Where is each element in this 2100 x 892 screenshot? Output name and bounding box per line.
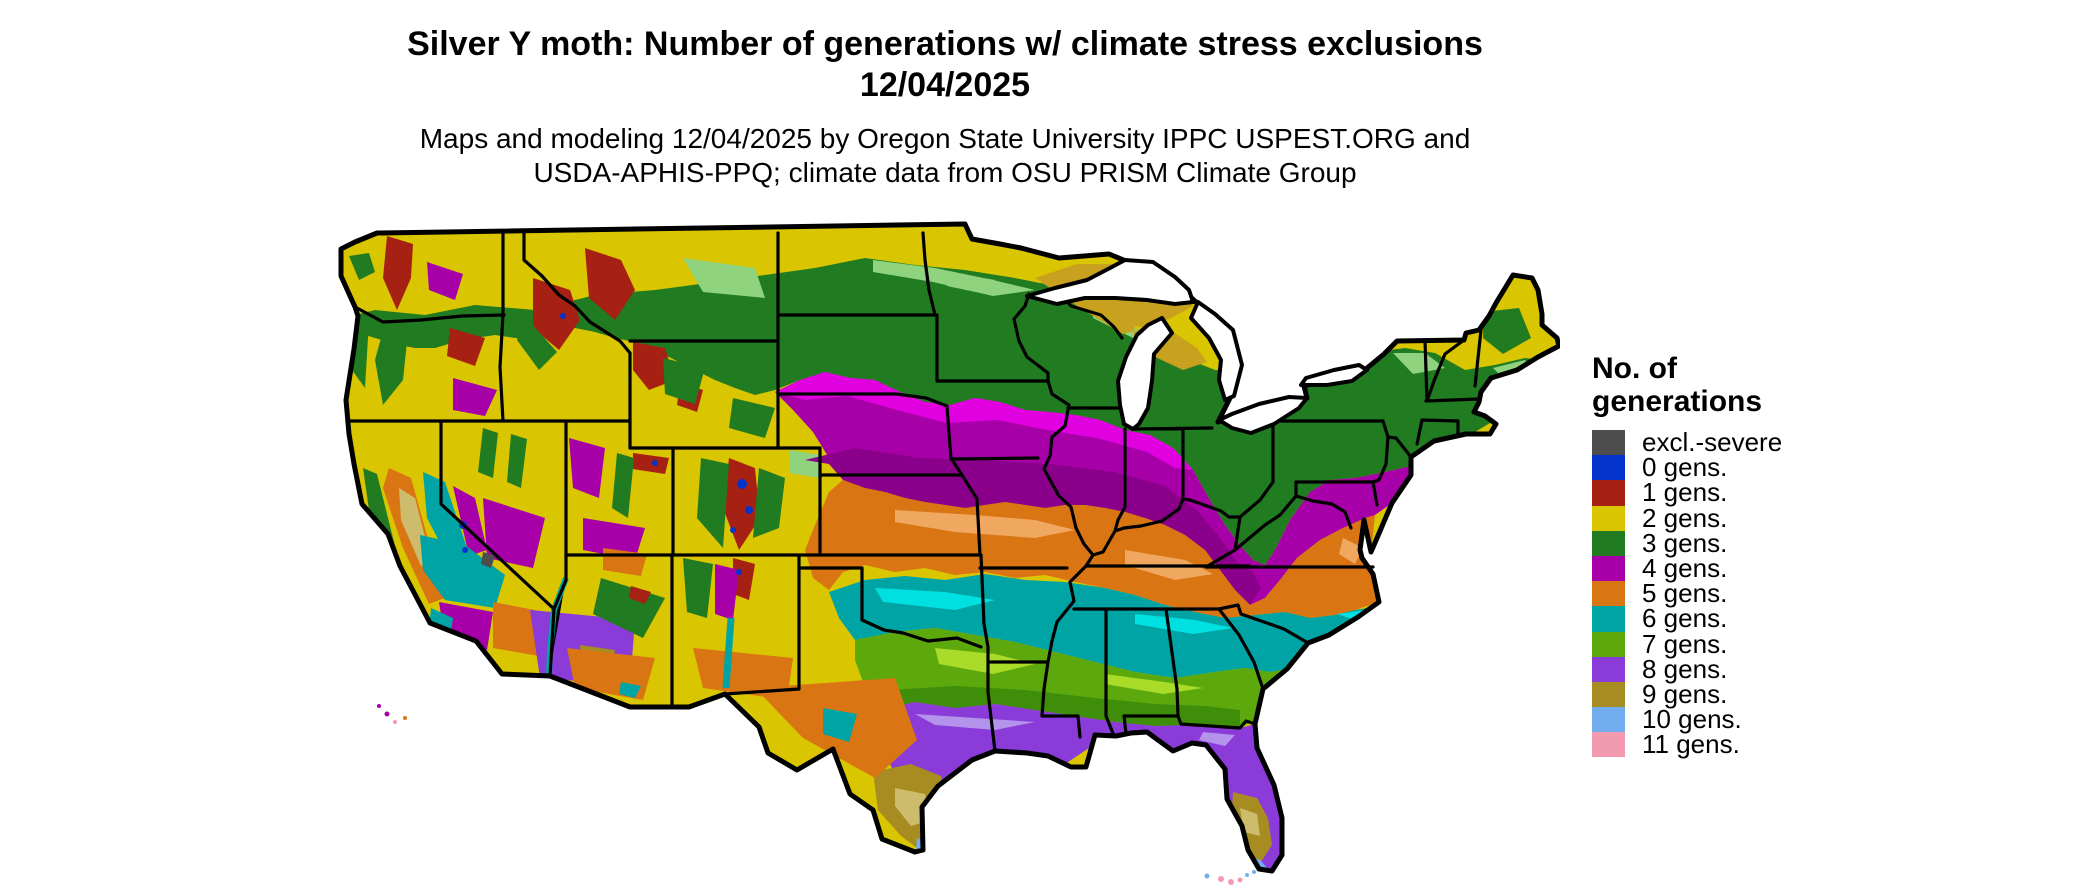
legend-item-label: 9 gens. — [1642, 678, 1728, 709]
legend-item-label: 11 gens. — [1642, 729, 1740, 760]
legend-item: 8 gens. — [1592, 653, 2072, 684]
west-olympics-green — [349, 253, 375, 280]
west-blues-red — [447, 328, 485, 366]
legend-item-label: 7 gens. — [1642, 628, 1728, 659]
legend-item-label: 2 gens. — [1642, 502, 1728, 533]
west-idaho-green — [517, 312, 557, 370]
region-9-gens-light — [895, 788, 1260, 836]
legend-item-label: excl.-severe — [1642, 427, 1783, 458]
legend-swatch-g7 — [1592, 631, 1625, 657]
west-az-rim-red — [629, 586, 651, 604]
region-4-gens-dark — [805, 448, 1261, 605]
lake-michigan — [1116, 316, 1174, 431]
west-co-rockies-red — [723, 458, 760, 550]
subtitle-line1: Maps and modeling 12/04/2025 by Oregon S… — [419, 123, 1471, 154]
west-idaho-red — [533, 278, 580, 350]
west-nm-magenta — [715, 564, 739, 620]
state-borders — [347, 231, 1483, 753]
legend-item: 9 gens. — [1592, 678, 2072, 709]
legend-item: 5 gens. — [1592, 578, 2072, 609]
west-sangre-red — [733, 558, 755, 600]
lake-erie — [1217, 395, 1309, 435]
west-nv-green-stripes — [478, 428, 527, 488]
legend-item: 6 gens. — [1592, 603, 2072, 634]
legend-swatch-g9 — [1592, 681, 1625, 708]
west-seor-magenta — [453, 378, 497, 416]
legend-swatch-g11 — [1592, 732, 1625, 758]
region-5-gens-light — [895, 510, 1363, 580]
offshore-specks — [377, 704, 407, 724]
page-title-line1: Silver Y moth: Number of generations w/ … — [407, 25, 1483, 63]
page-title-line2: 12/04/2025 — [859, 66, 1031, 104]
rio-grande-teal — [722, 617, 735, 689]
west-nm-south-orange — [693, 648, 793, 700]
west-wasatch-green — [612, 453, 634, 518]
legend-item: 1 gens. — [1592, 477, 2072, 508]
west-nv-magenta — [483, 438, 645, 568]
legend-item-label: 1 gens. — [1642, 477, 1728, 508]
legend-item-label: 4 gens. — [1642, 553, 1728, 584]
legend-item: 11 gens. — [1592, 729, 2072, 760]
legend-item-label: 0 gens. — [1642, 452, 1728, 483]
legend-item: 2 gens. — [1592, 502, 2072, 533]
legend-swatch-g8 — [1592, 656, 1625, 682]
region-6-gens-light — [875, 588, 1377, 634]
west-wy-green — [663, 358, 775, 438]
west-wa-magenta — [427, 262, 463, 300]
west-cascades-red — [383, 236, 413, 310]
region-9-gens — [873, 764, 1272, 862]
west-mt-red — [585, 248, 635, 320]
legend-item-label: 3 gens. — [1642, 527, 1728, 558]
west-uintas-red — [633, 453, 669, 474]
region-4-gens-bright — [775, 372, 1193, 470]
legend-swatch-g10 — [1592, 707, 1625, 733]
legend-swatch-g4 — [1592, 555, 1625, 582]
legend-title-line2: generations — [1592, 385, 1763, 418]
region-3-gens-band — [341, 258, 1559, 565]
legend-items: excl.-severe 0 gens. 1 gens. 2 gens. 3 gens.… — [1592, 427, 2072, 760]
header: Silver Y moth: Number of generations w/ … — [0, 24, 1890, 190]
legend-swatch-g6 — [1592, 606, 1625, 632]
region-8-gens-band — [880, 702, 1282, 871]
west-co-green — [697, 458, 785, 548]
region-maine-green — [1483, 308, 1531, 354]
legend-item: 4 gens. — [1592, 553, 2072, 584]
legend-item: excl.-severe — [1592, 427, 2072, 458]
legend-item-label: 6 gens. — [1642, 603, 1728, 634]
legend-swatch-g5 — [1592, 581, 1625, 607]
legend: No. of generations excl.-severe 0 gens. 1 … — [1592, 352, 2072, 760]
west-az-se-teal — [619, 682, 641, 698]
legend-swatch-g0 — [1592, 455, 1625, 481]
lake-ontario — [1299, 363, 1369, 387]
legend-item-label: 10 gens. — [1642, 704, 1742, 735]
west-sierra-excl — [481, 552, 495, 568]
region-10-gens — [916, 838, 1269, 871]
legend-item: 7 gens. — [1592, 628, 2072, 659]
legend-item: 10 gens. — [1592, 704, 2072, 735]
west-nm-green — [683, 558, 713, 618]
legend-swatch-g1 — [1592, 480, 1625, 506]
subtitle: Maps and modeling 12/04/2025 by Oregon S… — [0, 122, 1890, 190]
us-generations-map — [338, 221, 1560, 885]
region-7-gens-light — [935, 648, 1203, 694]
legend-item-label: 5 gens. — [1642, 578, 1728, 609]
west-davis-teal — [823, 708, 857, 742]
lake-huron — [1189, 300, 1244, 402]
legend-item: 0 gens. — [1592, 452, 2072, 483]
subtitle-line2: USDA-APHIS-PPQ; climate data from OSU PR… — [533, 157, 1357, 188]
legend-item-label: 8 gens. — [1642, 653, 1728, 684]
region-8-gens-light — [915, 714, 1235, 746]
legend-title-line1: No. of — [1592, 352, 1677, 385]
legend-title: No. of generations — [1592, 352, 2072, 418]
florida-keys — [1204, 870, 1256, 885]
west-or-coastrange — [352, 316, 409, 405]
west-sierra-teal — [423, 472, 467, 560]
great-lakes — [1025, 258, 1369, 435]
legend-swatch-excl — [1592, 430, 1625, 456]
legend-swatch-g2 — [1592, 505, 1625, 531]
lake-superior — [1025, 258, 1195, 306]
legend-item: 3 gens. — [1592, 527, 2072, 558]
legend-swatch-g3 — [1592, 530, 1625, 556]
